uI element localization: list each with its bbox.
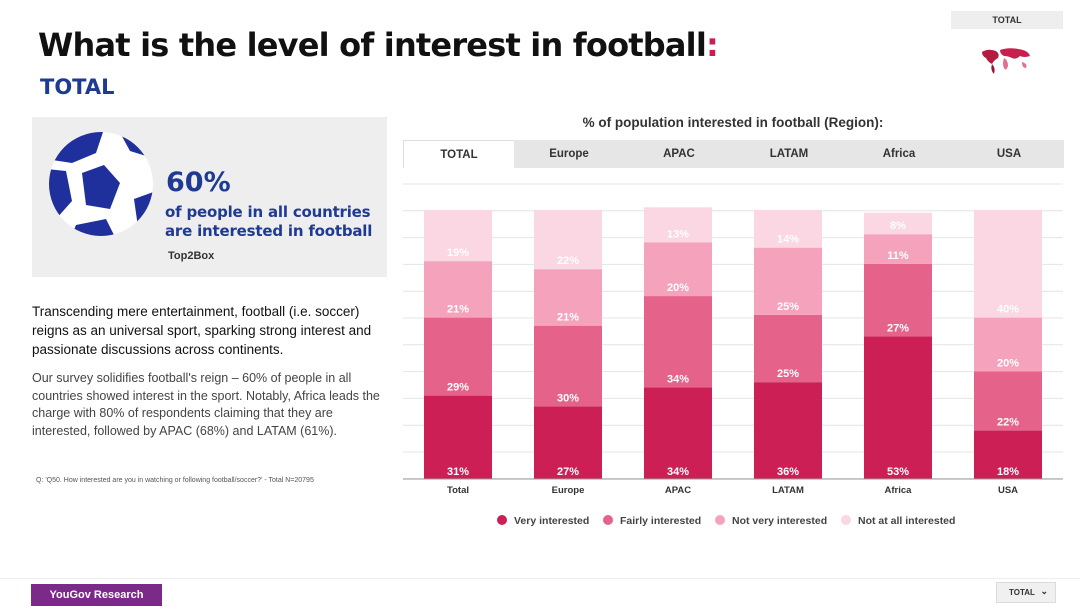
bar-segment <box>974 210 1042 318</box>
bar-segment <box>424 261 492 318</box>
football-icon <box>49 132 153 236</box>
page-subtitle: TOTAL <box>40 75 115 99</box>
bar-segment <box>424 210 492 262</box>
bar-segment <box>534 325 602 407</box>
world-map-icon <box>982 48 1030 74</box>
tab-africa[interactable]: Africa <box>882 148 916 160</box>
data-label: 21% <box>557 312 579 324</box>
data-label: 14% <box>777 234 799 246</box>
total-badge: TOTAL <box>951 11 1063 29</box>
bar-segment <box>754 210 822 248</box>
tab-total[interactable]: TOTAL <box>403 140 514 168</box>
data-label: 8% <box>890 220 906 232</box>
bar-segment <box>974 371 1042 431</box>
data-label: 40% <box>997 304 1019 316</box>
legend-label: Not at all interested <box>858 515 955 527</box>
bar-segment <box>644 207 712 243</box>
legend-label: Fairly interested <box>620 515 701 527</box>
data-label: 34% <box>667 466 689 478</box>
legend-label: Not very interested <box>732 515 827 527</box>
page-title: What is the level of interest in footbal… <box>38 26 719 64</box>
interest-percentage: 60% <box>166 167 231 198</box>
bar-segment <box>424 395 492 479</box>
category-label: LATAM <box>772 485 804 496</box>
data-label: 11% <box>887 250 909 262</box>
bar-segment <box>974 317 1042 372</box>
category-label: Total <box>447 485 469 496</box>
legend-swatch <box>497 515 507 525</box>
top2box-label: Top2Box <box>168 250 215 262</box>
data-label: 21% <box>447 304 469 316</box>
data-label: 19% <box>447 247 469 259</box>
summary-card: 60% of people in all countries are inter… <box>32 117 387 277</box>
category-label: Africa <box>885 485 913 496</box>
data-label: 13% <box>667 228 689 240</box>
legend-label: Very interested <box>514 515 589 527</box>
data-label: 36% <box>777 466 799 478</box>
bar-segment <box>644 387 712 479</box>
bar-segment <box>864 336 932 479</box>
data-label: 31% <box>447 466 469 478</box>
bar-segment <box>754 382 822 479</box>
data-label: 25% <box>777 368 799 380</box>
bar-segment <box>424 317 492 396</box>
tab-europe[interactable]: Europe <box>549 148 589 160</box>
tab-usa[interactable]: USA <box>996 148 1022 160</box>
tab-apac[interactable]: APAC <box>663 148 695 160</box>
category-label: USA <box>998 485 1018 496</box>
data-label: 22% <box>997 417 1019 429</box>
dropdown-value: TOTAL <box>1009 588 1035 597</box>
interest-line-2: are interested in football <box>165 222 373 240</box>
bar-segment <box>754 314 822 383</box>
bar-segment <box>864 212 932 235</box>
data-label: 25% <box>777 301 799 313</box>
interest-description: of people in all countries are intereste… <box>165 203 372 241</box>
legend-swatch <box>715 515 725 525</box>
question-footnote: Q: 'Q50. How interested are you in watch… <box>36 477 314 484</box>
survey-paragraph: Our survey solidifies football's reign –… <box>32 371 380 438</box>
chart-title: % of population interested in football (… <box>582 115 884 130</box>
data-label: 20% <box>997 357 1019 369</box>
chevron-down-icon: ⌄ <box>1040 586 1048 596</box>
legend-swatch <box>841 515 851 525</box>
bar-segment <box>974 430 1042 479</box>
legend-swatch <box>603 515 613 525</box>
brand-logo: YouGov Research <box>31 584 162 606</box>
data-label: 30% <box>557 392 579 404</box>
data-label: 27% <box>557 466 579 478</box>
bar-segment <box>534 269 602 326</box>
bar-segment <box>644 242 712 297</box>
footer-divider <box>0 578 1080 579</box>
data-label: 27% <box>887 322 909 334</box>
region-tabs: TOTAL Europe APAC LATAM Africa USA <box>403 140 1064 168</box>
bar-segment <box>864 234 932 264</box>
tab-latam[interactable]: LATAM <box>769 148 809 160</box>
data-label: 20% <box>667 282 689 294</box>
bar-segment <box>534 406 602 479</box>
bar-segment <box>644 296 712 388</box>
data-label: 34% <box>667 374 689 386</box>
bar-segment <box>864 263 932 337</box>
bar-segment <box>754 247 822 315</box>
category-label: Europe <box>552 485 585 496</box>
interest-line-1: of people in all countries <box>165 203 371 221</box>
data-label: 29% <box>447 382 469 394</box>
category-label: APAC <box>665 485 691 496</box>
bar-segment <box>534 210 602 270</box>
data-label: 53% <box>887 466 909 478</box>
intro-paragraph: Transcending mere entertainment, footbal… <box>32 304 372 357</box>
data-label: 18% <box>997 466 1019 478</box>
data-label: 22% <box>557 255 579 267</box>
region-dropdown[interactable]: TOTAL ⌄ <box>996 582 1056 603</box>
